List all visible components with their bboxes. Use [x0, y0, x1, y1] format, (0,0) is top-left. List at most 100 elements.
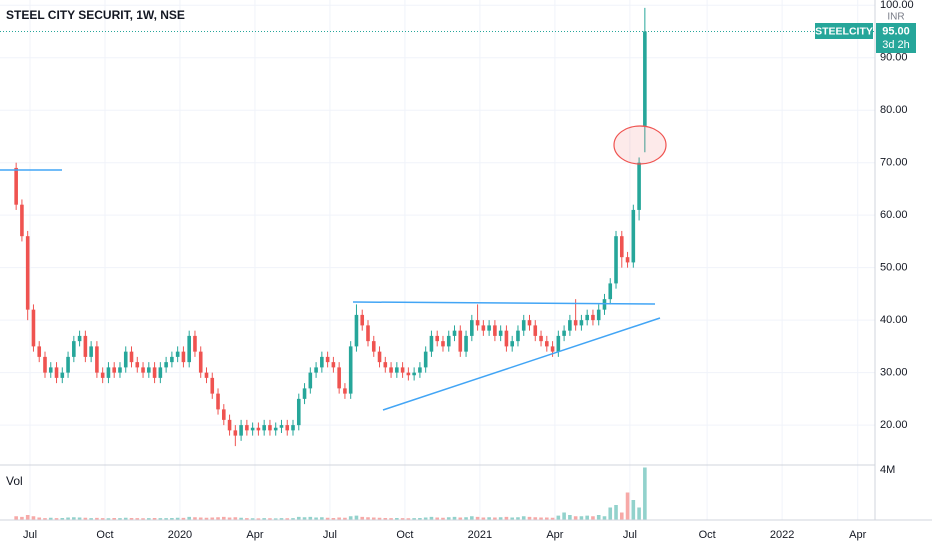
candle-body	[643, 31, 647, 126]
trend-line	[382, 317, 661, 411]
candle-body	[54, 367, 59, 378]
volume-bar	[637, 507, 641, 520]
volume-bar	[129, 518, 134, 520]
candle-body	[170, 356, 174, 363]
candle-body	[406, 372, 411, 376]
volume-bar	[325, 517, 330, 520]
volume-bar	[158, 518, 163, 520]
volume-bar	[187, 516, 191, 520]
volume-bar	[193, 517, 197, 520]
candle-body	[227, 419, 232, 431]
candle-body	[296, 398, 301, 426]
volume-bar	[487, 517, 491, 520]
volume-bar	[164, 518, 168, 520]
volume-bar	[377, 517, 382, 520]
volume-bar	[354, 515, 359, 520]
volume-bar	[268, 518, 272, 520]
symbol-badge	[815, 23, 873, 39]
candle-body	[60, 372, 65, 378]
volume-bar	[25, 515, 30, 520]
volume-bar	[423, 517, 428, 520]
candle-body	[493, 325, 497, 336]
candle-body	[279, 425, 284, 428]
candle-body	[504, 330, 509, 347]
volume-bar	[545, 517, 549, 520]
highlight-ellipse	[613, 125, 667, 165]
candle-body	[487, 325, 491, 331]
candle-body	[550, 346, 555, 352]
candle-body	[175, 351, 180, 357]
candle-body	[112, 367, 117, 373]
candle-body	[539, 335, 543, 342]
candle-body	[273, 427, 278, 431]
candle-body	[198, 351, 203, 373]
volume-bar	[204, 517, 209, 520]
x-tick-label: Jul	[23, 529, 37, 541]
candle-body	[585, 314, 589, 321]
volume-bar	[308, 516, 313, 520]
volume-bar	[510, 517, 514, 520]
volume-bar	[337, 517, 341, 520]
volume-bar	[539, 517, 543, 520]
volume-bar	[585, 515, 589, 520]
volume-bar	[233, 517, 238, 520]
candle-body	[31, 309, 36, 347]
candle-body	[291, 425, 295, 431]
volume-bar	[239, 517, 243, 520]
x-tick-label: Apr	[246, 529, 263, 541]
volume-bar	[348, 516, 353, 520]
volume-bar	[320, 517, 324, 520]
candle-body	[596, 309, 601, 321]
volume-bar	[77, 517, 82, 520]
candle-body	[250, 427, 255, 431]
candle-body	[164, 362, 168, 368]
volume-bar	[170, 518, 174, 520]
candle-body	[377, 351, 382, 363]
candle-body	[77, 335, 82, 342]
candle-body	[354, 314, 359, 347]
candle-body	[239, 425, 243, 436]
y-tick-label: 30.00	[880, 367, 908, 379]
candle-body	[412, 372, 416, 376]
grid	[0, 0, 875, 520]
volume-bar	[147, 518, 151, 520]
volume-bar	[371, 517, 376, 520]
candle-body	[48, 367, 53, 373]
volume-bar	[14, 516, 18, 520]
volume-bar	[550, 517, 555, 520]
volume-bar	[256, 518, 261, 520]
volume-bar	[389, 518, 393, 520]
candle-body	[123, 351, 128, 368]
volume-bar	[608, 507, 613, 520]
x-tick-label: 2020	[168, 529, 192, 541]
volume-bar	[412, 518, 416, 520]
candle-body	[510, 341, 514, 347]
currency-label: INR	[887, 12, 904, 23]
candle-body	[337, 367, 341, 389]
volume-bar	[296, 516, 301, 520]
volume-bar	[210, 517, 215, 520]
volume-bar	[221, 516, 226, 520]
trend-line	[352, 301, 656, 305]
volume-bar	[141, 518, 145, 520]
candle-body	[181, 351, 186, 363]
volume-bar	[43, 518, 47, 520]
volume-bar	[429, 516, 434, 520]
candle-body	[498, 330, 503, 336]
volume-bar	[198, 517, 203, 520]
volume-bar	[400, 518, 405, 520]
candle-body	[37, 346, 42, 357]
candle-body	[516, 330, 520, 342]
volume-bar	[493, 517, 497, 520]
volume-bar	[279, 518, 284, 520]
candle-body	[573, 320, 578, 326]
candle-body	[521, 320, 526, 331]
y-tick-label: 40.00	[880, 314, 908, 326]
candle-body	[320, 356, 324, 368]
candle-body	[106, 367, 111, 378]
candle-body	[371, 341, 376, 352]
volume-bar	[625, 492, 630, 520]
